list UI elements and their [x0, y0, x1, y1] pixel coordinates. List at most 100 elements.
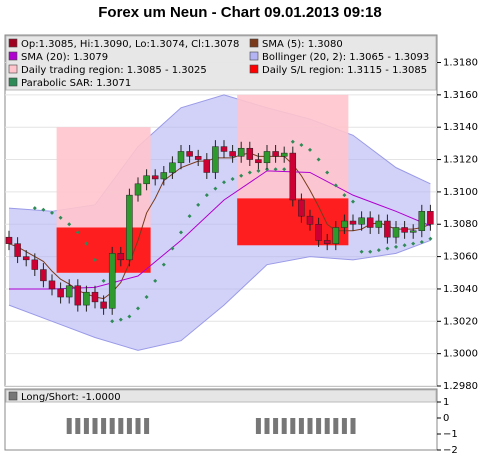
legend-label: Parabolic SAR: 1.3071 [21, 78, 131, 89]
legend-box [5, 389, 437, 403]
candle-body [220, 146, 228, 152]
bar [307, 418, 313, 434]
bar [75, 418, 81, 434]
candle-body [160, 172, 168, 180]
sar-dot [153, 278, 158, 283]
candle-body [91, 291, 99, 303]
candle-body [40, 269, 47, 282]
sar-dot [50, 210, 54, 215]
legend-swatch [249, 51, 259, 61]
legend-swatch [249, 64, 259, 74]
sar-dot [299, 142, 304, 147]
y-tick-label: 1.3080 [443, 219, 478, 230]
sar-dot [411, 241, 416, 246]
y-tick-label: 1.3120 [443, 155, 478, 166]
bar [264, 418, 270, 434]
sar-dot [351, 199, 355, 204]
sar-dot [222, 180, 226, 185]
y-tick-label: 1.3160 [443, 90, 478, 101]
y-tick-label: 1.3100 [443, 187, 478, 198]
candle-body [332, 227, 340, 244]
sar-dot [282, 167, 287, 172]
chart-title: Forex um Neun - Chart 09.01.2013 09:18 [98, 4, 381, 21]
sar-dot [32, 206, 37, 211]
candle-body [409, 230, 417, 233]
bar [273, 418, 279, 434]
sar-dot [67, 222, 72, 227]
sar-dot [101, 278, 106, 283]
sar-dot [402, 243, 407, 248]
candle-body [203, 159, 211, 173]
candle-body [392, 227, 400, 238]
candle-body [289, 152, 297, 201]
candle-body [349, 220, 357, 225]
candle-body [65, 285, 73, 298]
candle-body [366, 217, 374, 228]
sar-dot [316, 157, 321, 162]
legend-swatch [8, 64, 18, 74]
legend-label: Daily S/L region: 1.3115 - 1.3085 [262, 65, 427, 76]
candle-body [194, 156, 202, 160]
candle-body [151, 175, 159, 180]
main-panel: 1.2980 1.3000 1.3020 1.3040 1.3060 1.3080 1.31… [4, 34, 478, 392]
candle-body [83, 291, 90, 306]
candle-body [255, 159, 262, 164]
candle-body [427, 211, 434, 225]
plot [5, 61, 437, 386]
bar [350, 418, 356, 434]
sar-dot [179, 230, 183, 235]
candle-body [229, 151, 236, 157]
bar [126, 418, 132, 434]
legend-label: Daily trading region: 1.3085 - 1.3025 [21, 65, 207, 76]
sar-dot [359, 249, 364, 254]
y-tick-label: 1.3020 [443, 316, 478, 327]
candle-body [22, 256, 30, 261]
candle-body [177, 151, 185, 164]
legend-swatch [8, 77, 18, 87]
sar-dot [204, 193, 209, 198]
candle-body [375, 220, 383, 228]
sar-dot [368, 249, 373, 254]
y-tick-label: −2 [443, 445, 458, 456]
y-tick-label: 1.3040 [443, 284, 478, 295]
legend-swatch [8, 38, 18, 48]
sar-dot [118, 317, 123, 322]
legend-swatch [8, 51, 18, 61]
sar-dot [419, 240, 424, 245]
sar-dot [213, 186, 218, 191]
sar-dot [376, 248, 381, 253]
candle-body [358, 217, 365, 225]
candle-body [169, 162, 176, 173]
y-tick-label: 1.3180 [443, 57, 478, 68]
y-tick-label: 0 [443, 413, 449, 424]
sar-dot [187, 214, 192, 219]
candle-body [323, 240, 331, 244]
sar-dot [230, 176, 235, 181]
candle-body [5, 236, 13, 244]
y-tick-label: 1.3060 [443, 252, 478, 263]
sar-dot [385, 246, 390, 251]
legend-box [5, 35, 437, 91]
legend-swatch [8, 391, 18, 401]
y-tick-label: 1 [443, 397, 449, 408]
sar-dot [394, 244, 398, 249]
bar [255, 418, 261, 434]
sar-dot [256, 168, 261, 173]
candle-body [186, 151, 193, 157]
region [56, 227, 151, 273]
y-tick-label: 1.3000 [443, 349, 478, 360]
candle-body [237, 147, 245, 157]
bar [298, 418, 304, 434]
candle-body [298, 199, 305, 217]
sar-dot [196, 202, 201, 207]
candle-body [315, 223, 322, 241]
candle-body [401, 227, 408, 233]
bar [324, 418, 330, 434]
candle-body [31, 259, 39, 270]
sar-dot [273, 167, 278, 172]
panel-title: Long/Short: -1.0000 [21, 392, 121, 403]
legend: Op:1.3085, Hi:1.3090, Lo:1.3074, Cl:1.30… [5, 35, 437, 91]
candle-body [143, 175, 150, 185]
bar [92, 418, 98, 434]
y-tick-label: −1 [443, 429, 458, 440]
